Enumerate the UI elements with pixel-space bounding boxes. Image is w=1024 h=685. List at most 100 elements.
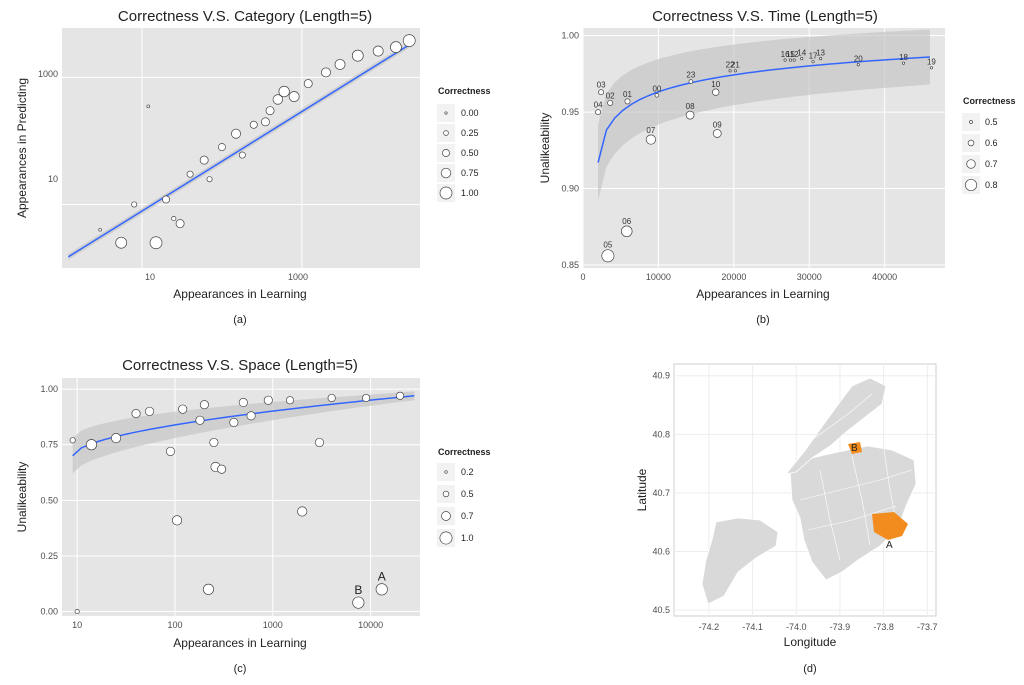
panel-d-ylabel: Latitude — [635, 468, 649, 511]
panel-b-point-label-22: 19 — [927, 58, 936, 67]
map-label-b: B — [851, 443, 858, 454]
panel-c-point-1 — [69, 437, 76, 444]
panel-b-point-9 — [598, 89, 605, 96]
panel-c-point-24 — [395, 391, 405, 400]
panel-b-point-8 — [624, 98, 631, 105]
panel-a-point-5 — [162, 195, 170, 204]
panel-a-point-18 — [372, 45, 384, 57]
panel-a-ytick-0: 10 — [48, 174, 58, 184]
panel-c-point-7 — [171, 515, 183, 526]
panel-c-point-0 — [74, 609, 80, 615]
panel-b-point-6 — [595, 109, 602, 116]
panel-b-ytick-0: 0.85 — [561, 260, 579, 270]
panel-c-legend: Correctness 0.2 0.5 0.7 1.0 — [437, 447, 491, 547]
panel-b-ylabel: Unalikeability — [538, 113, 552, 184]
panel-c-point-15 — [352, 596, 365, 609]
panel-b-point-label-9: 03 — [597, 81, 606, 90]
panel-a-point-12 — [272, 94, 283, 105]
panel-d-xtick-1: -74.1 — [742, 622, 763, 632]
panel-b-legend-swatch-0 — [969, 120, 973, 124]
panel-b-point-label-2: 07 — [646, 126, 655, 135]
panel-a: Correctness V.S. Category (Length=5) App… — [15, 8, 491, 326]
panel-b-point-5 — [712, 88, 720, 96]
panel-b-point-12 — [728, 69, 732, 73]
panel-b-point-label-5: 10 — [711, 80, 720, 89]
panel-a-point-8 — [217, 143, 226, 152]
panel-c-xtick-2: 1000 — [263, 620, 283, 630]
panel-b-point-16 — [792, 58, 796, 62]
map-staten-island — [701, 517, 779, 605]
panel-b-ytick-3: 1.00 — [561, 31, 579, 41]
panel-c-ytick-0: 0.00 — [40, 607, 58, 617]
panel-a-legend-swatch-0 — [444, 111, 448, 115]
map-manhattan-bronx — [784, 377, 887, 475]
panel-b-point-20 — [856, 63, 860, 67]
panel-b-legend: Correctness 0.5 0.6 0.7 0.8 — [962, 96, 1016, 194]
panel-a-points — [98, 34, 416, 250]
panel-b-point-15 — [788, 58, 792, 62]
panel-b-point-1 — [620, 225, 633, 238]
panel-c-points: BA — [69, 391, 405, 615]
panel-a-point-4 — [146, 104, 151, 109]
panel-d-ytick-1: 40.6 — [652, 547, 670, 557]
panel-c-ytick-3: 0.75 — [40, 440, 58, 450]
panel-a-point-0 — [115, 236, 128, 249]
panel-b-point-7 — [607, 99, 614, 106]
panel-c-ticks: 10 100 1000 10000 0.00 0.25 0.50 0.75 1.00 — [40, 384, 383, 630]
panel-c-point-label-15: B — [354, 583, 362, 597]
panel-b-point-4 — [685, 110, 695, 120]
panel-a-ytick-1: 1000 — [38, 69, 58, 79]
panel-d-ytick-0: 40.5 — [652, 605, 670, 615]
panel-c-ylabel: Unalikeability — [15, 462, 29, 533]
panel-b-fit-line — [597, 56, 930, 163]
panel-b-title: Correctness V.S. Time (Length=5) — [652, 8, 878, 25]
panel-a-point-25 — [171, 216, 177, 222]
panel-b-point-0 — [601, 249, 615, 263]
panel-c-xtick-3: 10000 — [358, 620, 383, 630]
map-district-line-4 — [851, 455, 871, 546]
panel-c-point-17 — [178, 404, 188, 414]
panel-a-legend-label-3: 0.75 — [461, 168, 479, 178]
panel-c-legend-swatch-2 — [441, 511, 451, 521]
panel-a-legend-label-4: 1.00 — [461, 188, 479, 198]
panel-a-point-1 — [149, 236, 163, 250]
panel-b-legend-label-2: 0.7 — [985, 159, 998, 169]
panel-b-point-21 — [901, 61, 906, 65]
panel-d: A B Longitude Latitude -74.2 -74.1 -74.0 -7… — [635, 363, 938, 675]
panel-b-point-11 — [688, 79, 694, 84]
panel-b-point-22 — [929, 66, 933, 70]
map-label-a: A — [886, 540, 893, 551]
map-boroughs — [701, 377, 917, 605]
panel-c-point-8 — [202, 583, 215, 595]
panel-d-ytick-3: 40.8 — [652, 429, 670, 439]
panel-a-point-2 — [175, 219, 185, 229]
panel-b-point-label-0: 05 — [603, 241, 612, 250]
map-district-line-6 — [811, 393, 873, 441]
panel-a-xtick-0: 10 — [145, 272, 155, 282]
panel-c-point-13 — [297, 506, 308, 517]
panel-a-point-23 — [238, 151, 246, 159]
panel-b-xlabel: Appearances in Learning — [696, 287, 829, 301]
panel-c-legend-swatch-3 — [439, 531, 453, 545]
panel-a-point-16 — [334, 59, 346, 70]
panel-b-point-10 — [654, 93, 660, 98]
panel-a-legend-label-2: 0.50 — [461, 148, 479, 158]
panel-b-point-label-19: 13 — [816, 48, 825, 57]
panel-b-point-label-8: 01 — [623, 90, 632, 99]
panel-c-point-12 — [229, 417, 239, 428]
panel-c-point-25 — [246, 411, 256, 421]
panel-b-ticks: 0 10000 20000 30000 40000 0.85 0.90 0.95 1.00 — [561, 31, 897, 282]
panel-a-point-21 — [260, 117, 270, 127]
panel-a-grid — [62, 28, 420, 268]
map-region-b — [848, 442, 862, 454]
panel-b-point-19 — [819, 57, 823, 61]
panel-c-point-19 — [238, 397, 248, 408]
panel-c-point-label-16: A — [378, 570, 386, 584]
panel-a-legend-label-0: 0.00 — [461, 108, 479, 118]
panel-d-caption: (d) — [803, 663, 816, 675]
panel-c-legend-label-2: 0.7 — [461, 511, 474, 521]
panel-c-ytick-4: 1.00 — [40, 384, 58, 394]
panel-a-legend-swatch-3 — [440, 167, 452, 179]
panel-b-xtick-1: 10000 — [646, 272, 671, 282]
